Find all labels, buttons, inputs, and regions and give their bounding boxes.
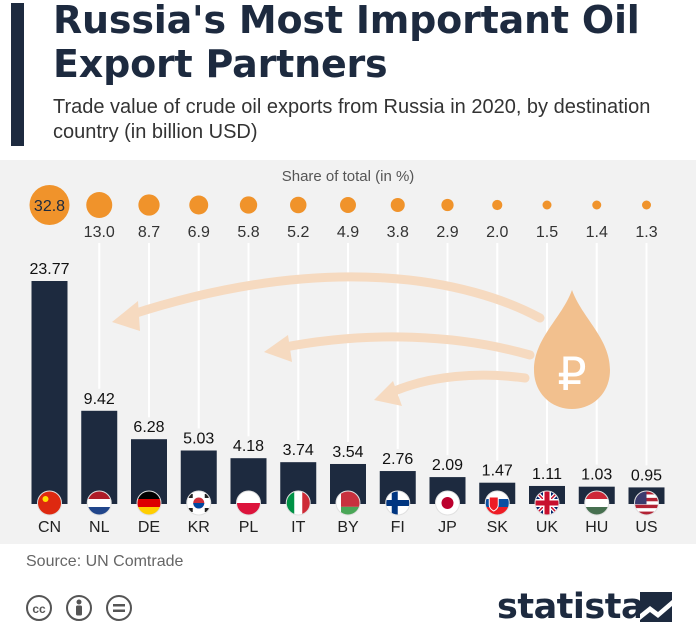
value-label: 5.03 xyxy=(183,431,214,448)
source-note: Source: UN Comtrade xyxy=(26,553,184,570)
us-flag-icon xyxy=(634,490,659,516)
statista-logo: statista xyxy=(497,587,645,627)
flow-arrow xyxy=(125,272,545,323)
italy-flag-icon xyxy=(285,490,311,516)
finland-flag-icon xyxy=(385,490,411,516)
share-bubble xyxy=(642,200,651,210)
germany-flag-icon xyxy=(136,490,162,516)
category-label: JP xyxy=(438,519,457,536)
share-label: 5.8 xyxy=(237,224,259,241)
bar xyxy=(31,281,68,504)
category-label: FI xyxy=(391,519,405,536)
share-label: 4.9 xyxy=(337,224,359,241)
share-label: 5.2 xyxy=(287,224,309,241)
hungary-flag-icon xyxy=(584,490,610,516)
share-label: 8.7 xyxy=(138,224,160,241)
value-label: 2.76 xyxy=(382,451,413,468)
flow-arrow xyxy=(385,370,530,398)
arrow-head xyxy=(112,301,140,331)
japan-flag-icon xyxy=(435,490,460,516)
share-bubble xyxy=(340,197,356,213)
share-bubble xyxy=(86,192,113,218)
share-bubble xyxy=(542,200,552,210)
arrow-head xyxy=(374,381,402,406)
category-label: IT xyxy=(291,519,305,536)
title-accent-bar xyxy=(11,3,24,146)
category-label: KR xyxy=(188,519,210,536)
license-icons: cc xyxy=(26,595,132,621)
share-label: 13.0 xyxy=(84,224,115,241)
slovakia-flag-icon xyxy=(484,490,510,516)
share-label: 1.3 xyxy=(635,224,657,241)
flag-icons xyxy=(37,490,659,516)
no-derivatives-icon xyxy=(106,595,132,621)
share-label: 2.0 xyxy=(486,224,508,241)
value-label: 4.18 xyxy=(233,438,264,455)
value-label: 3.54 xyxy=(332,444,363,461)
ruble-oil-drop-icon xyxy=(534,290,610,409)
category-label: HU xyxy=(585,519,608,536)
share-label: 1.5 xyxy=(536,224,558,241)
share-label: 2.9 xyxy=(436,224,458,241)
category-label: PL xyxy=(239,519,259,536)
poland-flag-icon xyxy=(236,490,261,516)
value-label: 1.47 xyxy=(482,463,513,480)
share-bubble xyxy=(441,198,454,212)
south-korea-flag-icon xyxy=(186,490,212,516)
value-label: 23.77 xyxy=(29,261,69,278)
value-label: 0.95 xyxy=(631,467,662,484)
category-label: NL xyxy=(89,519,110,536)
category-label: DE xyxy=(138,519,160,536)
share-bubble xyxy=(29,185,70,225)
flow-arrow xyxy=(275,332,535,360)
category-label: SK xyxy=(487,519,509,536)
category-label: UK xyxy=(536,519,559,536)
share-label: 6.9 xyxy=(188,224,210,241)
value-label: 2.09 xyxy=(432,457,463,474)
share-bubble xyxy=(138,194,160,216)
arrow-head xyxy=(264,335,292,362)
share-bubble xyxy=(290,196,307,214)
value-label: 6.28 xyxy=(133,419,164,436)
cc-icon: cc xyxy=(26,595,52,621)
share-bubble xyxy=(592,200,602,210)
value-label: 9.42 xyxy=(84,391,115,408)
share-bubble xyxy=(239,196,258,214)
statista-logo-icon xyxy=(640,592,672,622)
value-label: 3.74 xyxy=(283,442,314,459)
bar xyxy=(81,410,118,504)
uk-flag-icon xyxy=(534,490,560,516)
svg-text:cc: cc xyxy=(32,602,46,616)
category-label: US xyxy=(635,519,657,536)
share-bubble xyxy=(189,195,209,215)
value-label: 1.03 xyxy=(581,467,612,484)
belarus-flag-icon xyxy=(335,490,361,516)
category-label: CN xyxy=(38,519,61,536)
attribution-icon xyxy=(66,595,92,621)
china-flag-icon xyxy=(37,490,62,516)
share-bubble xyxy=(492,199,503,211)
share-label: 32.8 xyxy=(34,198,65,215)
ruble-oil-drop-decoration: ₽ xyxy=(112,272,610,409)
page-title: Russia's Most Important Oil Export Partn… xyxy=(53,0,640,86)
value-label: 1.11 xyxy=(532,466,562,483)
share-label: 3.8 xyxy=(387,224,409,241)
page-subtitle: Trade value of crude oil exports from Ru… xyxy=(53,96,651,143)
share-label: 1.4 xyxy=(586,224,608,241)
category-label: BY xyxy=(337,519,359,536)
labels: 32.8 23.77 CN 13.0 9.42 NL 8.7 6.28 DE 6.9 5.03 KR 5… xyxy=(29,198,662,536)
bars xyxy=(29,185,665,504)
netherlands-flag-icon xyxy=(86,490,112,516)
share-bubble xyxy=(390,197,405,213)
ruble-symbol: ₽ xyxy=(557,348,586,400)
share-of-total-label: Share of total (in %) xyxy=(281,168,415,185)
